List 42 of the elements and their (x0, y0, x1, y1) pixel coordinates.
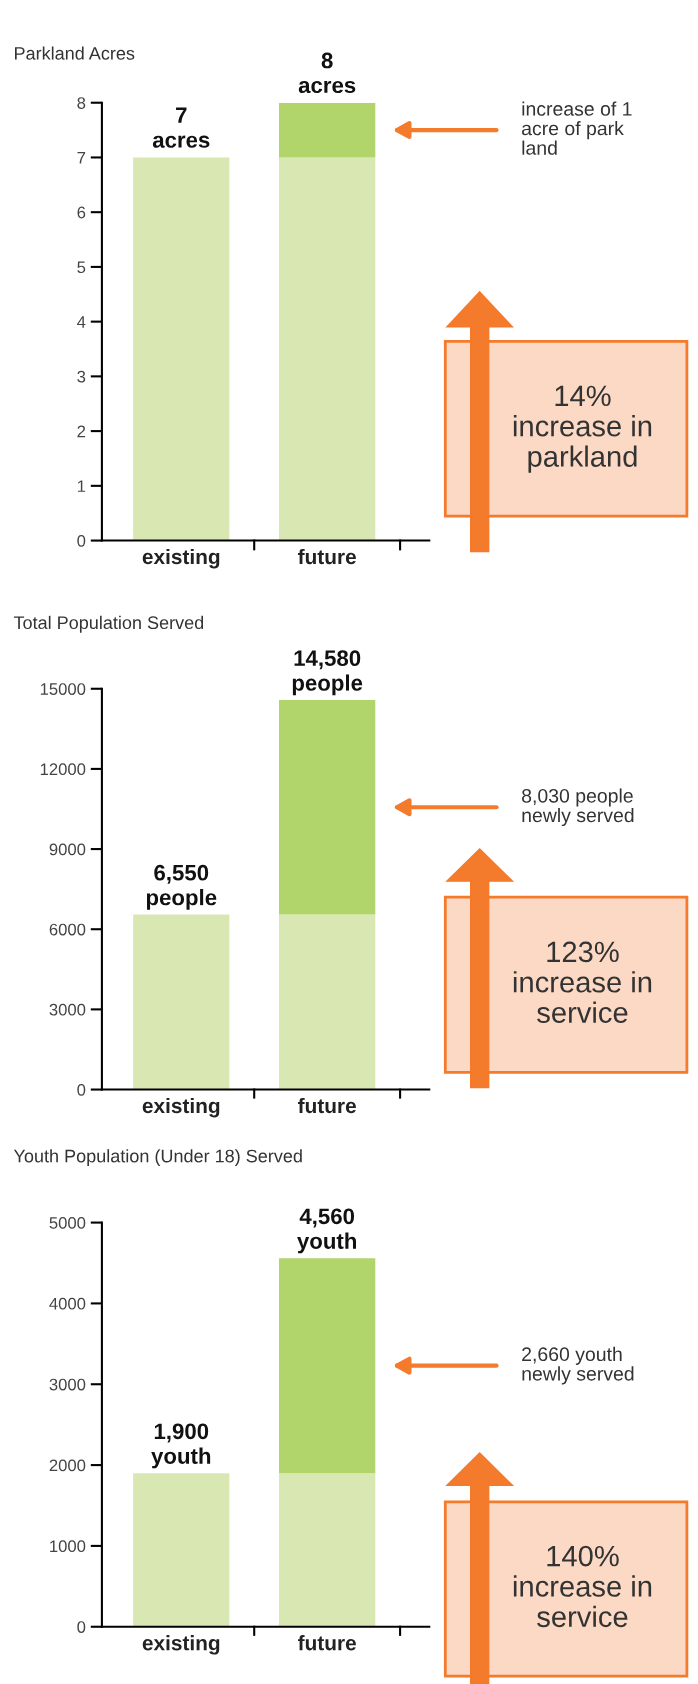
chart-title: Youth Population (Under 18) Served (13, 1149, 302, 1166)
y-tick-label: 6000 (49, 923, 86, 936)
y-tick-label: 3000 (49, 1378, 86, 1391)
y-tick-label: 1 (77, 480, 86, 492)
y-tick-label: 0 (77, 1621, 86, 1633)
y-tick-label: 8 (77, 97, 86, 109)
total-label: 8 acres (298, 52, 356, 94)
y-tick-label: 7 (77, 152, 86, 164)
y-tick-label: 15000 (40, 683, 86, 695)
chart-title: Total Population Served (13, 615, 204, 633)
y-tick-label: 5 (77, 261, 86, 274)
y-tick-label: 6 (77, 206, 86, 219)
y-tick-label: 3 (77, 370, 86, 383)
x-tick-label: future (298, 1635, 356, 1651)
x-tick-label: future (298, 1097, 356, 1114)
text: 2,660 youth newly served (522, 1346, 634, 1385)
text: 14% increase in parkland (513, 385, 652, 473)
y-tick-label: 1000 (50, 1540, 86, 1553)
total-label: 4,560 youth (297, 1208, 357, 1254)
y-tick-label: 12000 (40, 763, 86, 776)
y-tick-label: 4000 (49, 1297, 86, 1310)
total-label: 1,900 youth (151, 1423, 211, 1469)
text: increase of 1 acre of park land (522, 101, 632, 155)
text: 123% increase in service (513, 941, 652, 1023)
x-tick-label: existing (142, 1635, 220, 1655)
total-label: 6,550 people (146, 864, 217, 910)
y-tick-label: 3000 (49, 1003, 86, 1016)
y-tick-label: 2 (77, 425, 86, 438)
text: 140% increase in service (513, 1545, 652, 1628)
y-tick-label: 2000 (49, 1459, 86, 1472)
y-tick-label: 5000 (49, 1216, 86, 1229)
y-tick-label: 9000 (49, 843, 86, 856)
x-tick-label: future (298, 548, 356, 565)
y-tick-label: 4 (77, 316, 86, 328)
x-tick-label: existing (142, 1097, 220, 1118)
y-tick-label: 0 (77, 534, 86, 547)
x-tick-label: existing (142, 548, 220, 569)
chart-title: Parkland Acres (15, 46, 135, 60)
total-label: 14,580 people (292, 650, 363, 696)
text: 8,030 people newly served (522, 788, 634, 827)
total-label: 7 acres (152, 107, 210, 148)
y-tick-label: 0 (77, 1083, 86, 1096)
